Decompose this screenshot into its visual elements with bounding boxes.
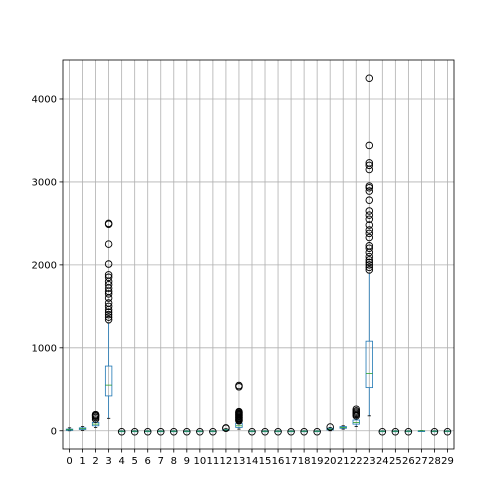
x-tick-label: 3 <box>105 456 111 467</box>
y-tick-label: 0 <box>51 426 57 437</box>
x-tick-label: 19 <box>311 456 324 467</box>
x-tick-label: 13 <box>233 456 246 467</box>
x-tick-label: 6 <box>145 456 151 467</box>
x-tick-label: 17 <box>285 456 298 467</box>
x-tick-label: 14 <box>246 456 259 467</box>
x-tick-label: 1 <box>79 456 85 467</box>
x-tick-label: 4 <box>118 456 124 467</box>
x-tick-label: 7 <box>158 456 164 467</box>
x-tick-label: 5 <box>131 456 137 467</box>
x-tick-label: 26 <box>402 456 415 467</box>
x-tick-label: 16 <box>272 456 285 467</box>
y-tick-label: 4000 <box>32 94 57 105</box>
x-tick-label: 22 <box>350 456 363 467</box>
x-tick-label: 10 <box>193 456 206 467</box>
x-tick-label: 25 <box>389 456 402 467</box>
x-tick-label: 18 <box>298 456 311 467</box>
box-category-21 <box>340 426 347 429</box>
x-tick-label: 20 <box>324 456 337 467</box>
x-tick-label: 8 <box>171 456 177 467</box>
x-tick-label: 28 <box>428 456 441 467</box>
x-tick-label: 12 <box>220 456 233 467</box>
x-tick-label: 24 <box>376 456 389 467</box>
y-tick-label: 3000 <box>32 177 57 188</box>
x-tick-label: 9 <box>184 456 190 467</box>
box-category-27 <box>418 431 425 432</box>
x-tick-label: 15 <box>259 456 272 467</box>
y-tick-label: 1000 <box>32 343 57 354</box>
x-tick-label: 0 <box>66 456 72 467</box>
x-tick-label: 2 <box>92 456 98 467</box>
x-tick-label: 29 <box>441 456 454 467</box>
x-tick-label: 27 <box>415 456 428 467</box>
x-tick-label: 11 <box>207 456 220 467</box>
x-tick-label: 21 <box>337 456 350 467</box>
x-tick-label: 23 <box>363 456 376 467</box>
y-tick-label: 2000 <box>32 260 57 271</box>
